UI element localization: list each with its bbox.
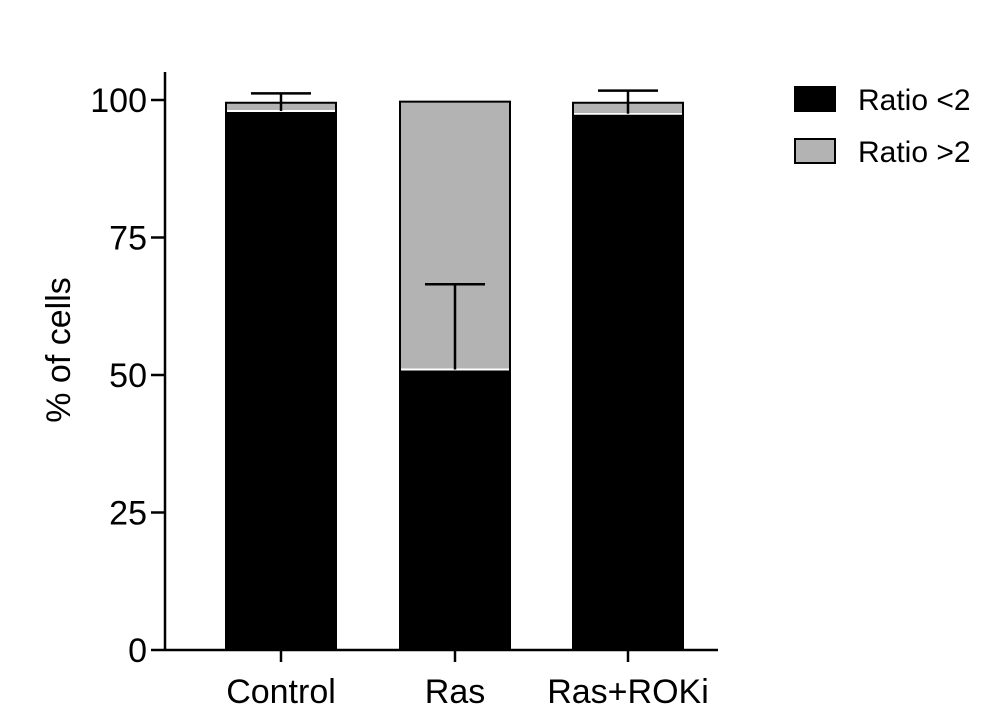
bar-ras-segment-0: [399, 368, 511, 651]
bar-ras-roki-segment-0: [572, 112, 684, 651]
legend-swatch-1: [794, 138, 836, 164]
x-ticks-layer: Control Ras Ras+ROKi: [226, 650, 709, 711]
bar-control-segment-0: [225, 110, 337, 651]
legend-label-0: Ratio <2: [858, 84, 971, 117]
legend: Ratio <2 Ratio >2: [794, 84, 971, 169]
y-axis-title: % of cells: [40, 277, 78, 423]
x-tick-label: Ras: [425, 673, 485, 711]
y-tick-label: 0: [128, 632, 147, 670]
error-bars-layer: [251, 89, 658, 370]
bars-layer: [225, 100, 684, 651]
x-tick-label: Ras+ROKi: [547, 673, 709, 711]
y-tick-label: 25: [109, 495, 147, 533]
y-tick-label: 75: [109, 220, 147, 258]
y-ticks-layer: 0 25 50 75 100: [90, 82, 165, 670]
legend-swatch-0: [794, 86, 836, 112]
legend-label-1: Ratio >2: [858, 136, 971, 169]
y-tick-label: 50: [109, 357, 147, 395]
x-tick-label: Control: [226, 673, 336, 711]
y-tick-label: 100: [90, 82, 147, 120]
